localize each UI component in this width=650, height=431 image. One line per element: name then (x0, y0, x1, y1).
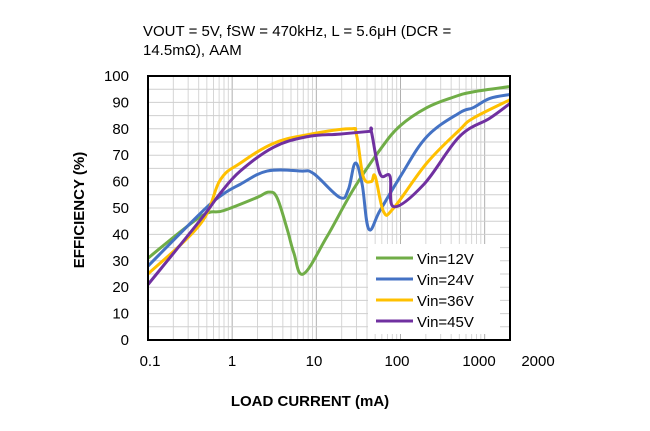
y-tick-label: 90 (112, 94, 129, 111)
y-tick-label: 0 (121, 332, 129, 349)
series-line-vin-36v (146, 98, 511, 276)
x-axis-title: LOAD CURRENT (mA) (231, 393, 389, 410)
x-tick-labels: 0.1 1 10 100 1000 2000 (140, 353, 555, 370)
y-axis-title: EFFICIENCY (%) (71, 152, 88, 268)
y-tick-label: 30 (112, 253, 129, 270)
series-line-vin-24v (146, 93, 511, 268)
y-tick-label: 40 (112, 226, 129, 243)
x-tick-label: 2000 (521, 353, 554, 370)
x-tick-label: 1000 (462, 353, 495, 370)
chart-title-line-2: 14.5mΩ), AAM (143, 42, 242, 59)
series-lines (146, 85, 511, 286)
legend-label: Vin=36V (417, 293, 474, 310)
y-tick-label: 50 (112, 200, 129, 217)
y-tick-label: 20 (112, 279, 129, 296)
y-tick-label: 10 (112, 306, 129, 323)
x-tick-label: 100 (384, 353, 409, 370)
y-tick-label: 70 (112, 147, 129, 164)
series-line-vin-12v (147, 85, 511, 276)
y-tick-label: 100 (104, 68, 129, 85)
y-tick-label: 60 (112, 174, 129, 191)
y-tick-labels: 0 10 20 30 40 50 60 70 80 90 100 (104, 68, 129, 349)
plot-frame (147, 75, 511, 341)
chart-title-line-1: VOUT = 5V, fSW = 470kHz, L = 5.6μH (DCR … (143, 23, 451, 40)
series-line-vin-45v (146, 102, 511, 286)
x-tick-label: 10 (306, 353, 323, 370)
x-tick-label: 0.1 (140, 353, 161, 370)
legend-label: Vin=24V (417, 272, 474, 289)
legend: Vin=12V Vin=24V Vin=36V Vin=45V (368, 244, 500, 334)
x-tick-label: 1 (228, 353, 236, 370)
y-tick-label: 80 (112, 121, 129, 138)
legend-label: Vin=12V (417, 251, 474, 268)
legend-label: Vin=45V (417, 314, 474, 331)
